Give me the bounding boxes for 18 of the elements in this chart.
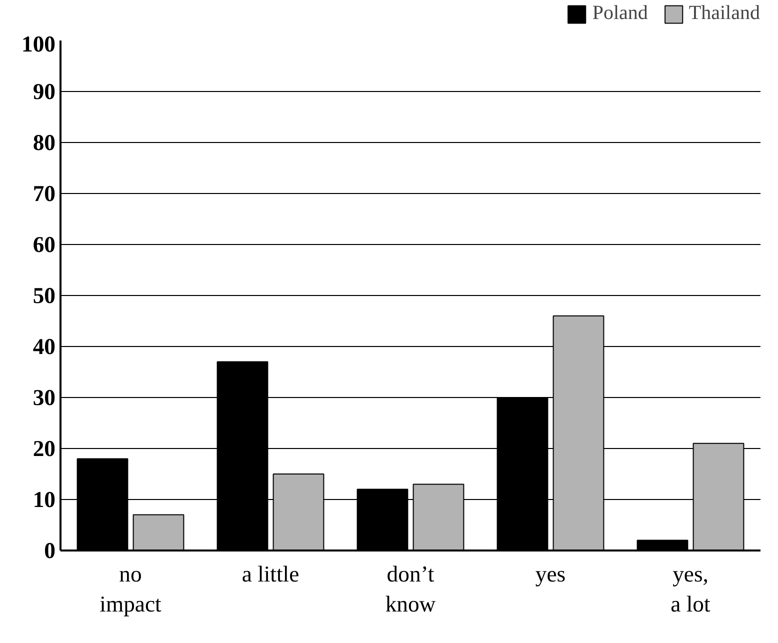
y-tick-label: 40 bbox=[32, 334, 56, 359]
x-tick-label: yes bbox=[535, 562, 566, 586]
y-tick-label: 90 bbox=[32, 79, 56, 104]
y-tick-label: 20 bbox=[32, 436, 56, 461]
legend-label: Poland bbox=[592, 2, 648, 25]
y-tick-label: 80 bbox=[32, 130, 56, 155]
x-tick-label: no impact bbox=[100, 562, 162, 616]
y-tick-label: 50 bbox=[32, 283, 56, 308]
x-tick-label: a little bbox=[242, 562, 300, 586]
y-tick-label: 10 bbox=[32, 487, 56, 512]
y-tick-label: 30 bbox=[32, 385, 56, 410]
y-tick-label: 70 bbox=[32, 181, 56, 206]
y-tick-label: 100 bbox=[22, 32, 56, 56]
x-tick-label: don’t know bbox=[385, 562, 436, 616]
legend-label: Thailand bbox=[688, 2, 760, 25]
y-tick-label: 60 bbox=[32, 232, 56, 257]
x-tick-label: yes, a lot bbox=[670, 562, 712, 616]
y-tick-label: 0 bbox=[44, 538, 56, 563]
